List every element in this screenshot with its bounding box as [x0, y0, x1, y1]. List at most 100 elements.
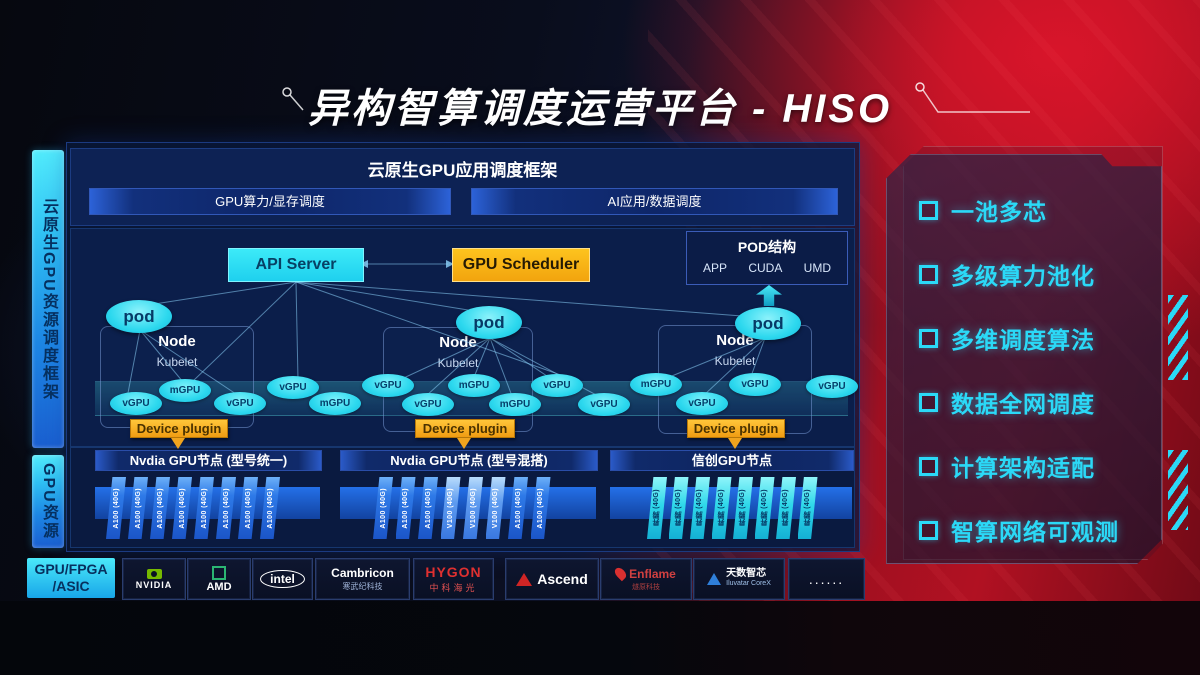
vendor-ascend: Ascend: [505, 558, 599, 600]
vgpu-ellipse: vGPU: [402, 393, 454, 416]
vendor-name: NVIDIA: [135, 579, 173, 590]
gpu-card: A100 (40G): [260, 477, 280, 539]
ascend-logo-icon: [516, 572, 533, 586]
mgpu-ellipse: mGPU: [309, 392, 361, 415]
api-server-box: API Server: [228, 248, 364, 282]
vendor-more: ......: [788, 558, 865, 600]
gpu-section-header-uniform: Nvdia GPU节点 (型号统一): [95, 450, 322, 471]
feature-label: 智算网络可观测: [951, 519, 1119, 545]
vgpu-ellipse: vGPU: [729, 373, 781, 396]
device-plugin-1: Device plugin: [130, 419, 228, 438]
pod-layer-app: APP: [703, 261, 728, 275]
page-title: 异构智算调度运营平台 - HISO: [307, 87, 893, 131]
vendor-subname: Iluvatar CoreX: [726, 580, 771, 587]
checkbox-bullet-icon: [919, 392, 938, 412]
pod-ellipse-1: pod: [106, 300, 172, 333]
device-plugin-arrow-icon: [457, 438, 471, 449]
vendor-hygon: HYGON 中科海光: [413, 558, 494, 600]
gpu-fpga-label-line2: /ASIC: [52, 578, 90, 594]
feature-item: 一池多芯: [919, 195, 1161, 225]
bar-gpu-compute-scheduling: GPU算力/显存调度: [89, 188, 451, 215]
vendor-iluvatar: 天数智芯 Iluvatar CoreX: [693, 558, 785, 600]
gpu-card: A100 (40G): [150, 477, 170, 539]
checkbox-bullet-icon: [919, 328, 938, 348]
hazard-stripes-icon: [1168, 295, 1188, 380]
feature-item: 计算架构适配: [919, 451, 1161, 481]
gpu-card: V100 (40G): [440, 477, 461, 539]
vgpu-ellipse: vGPU: [110, 392, 162, 415]
kubelet-label: Kubelet: [156, 355, 198, 369]
gpu-scheduler-box: GPU Scheduler: [452, 248, 590, 282]
gpu-card: 昇腾 (40G): [690, 477, 710, 539]
iluvatar-logo-icon: [707, 573, 722, 585]
checkbox-bullet-icon: [919, 520, 938, 540]
feature-item: 多维调度算法: [919, 323, 1161, 353]
rail-label: GPU资源: [40, 463, 57, 540]
enflame-logo-icon: [612, 565, 629, 582]
gpu-card: V100 (40G): [463, 477, 483, 539]
feature-panel: 一池多芯多级算力池化多维调度算法 数据全网调度 计算架构适配 智算网络可观测: [886, 154, 1162, 564]
gpu-card: A100 (40G): [172, 477, 192, 539]
gpu-card: 昇腾 (40G): [797, 477, 818, 539]
gpu-card: A100 (40G): [194, 477, 214, 539]
gpu-card: 昇腾 (40G): [776, 477, 796, 539]
device-plugin-arrow-icon: [171, 438, 185, 449]
intel-logo-icon: intel: [260, 570, 305, 588]
mgpu-ellipse: mGPU: [630, 373, 682, 396]
vendor-subname: 燧原科技: [632, 583, 660, 591]
device-plugin-2: Device plugin: [415, 419, 515, 438]
pod-layer-cuda: CUDA: [748, 261, 783, 275]
gpu-card: A100 (40G): [530, 477, 551, 539]
vgpu-ellipse: vGPU: [806, 375, 858, 398]
nvidia-logo-icon: [146, 568, 162, 579]
app-scheduler-frame: 云原生GPU应用调度框架 GPU算力/显存调度 AI应用/数据调度: [70, 148, 855, 226]
scheduler-frame-title: 云原生GPU应用调度框架: [367, 161, 558, 180]
vendor-cambricon: Cambricon 寒武纪科技: [315, 558, 410, 600]
vendor-name: 天数智芯: [726, 568, 767, 579]
checkbox-bullet-icon: [919, 200, 938, 220]
gpu-card: V100 (40G): [485, 477, 506, 539]
feature-label: 计算架构适配: [951, 455, 1095, 481]
node-label: Node: [158, 333, 196, 350]
gpu-card: 昇腾 (40G): [754, 477, 775, 539]
feature-label: 数据全网调度: [951, 391, 1095, 417]
feature-list: 一池多芯多级算力池化多维调度算法 数据全网调度 计算架构适配 智算网络可观测: [887, 195, 1161, 545]
vendor-subname: 中科海光: [429, 583, 478, 593]
feature-label: 多维调度算法: [951, 327, 1095, 353]
gpu-card: A100 (40G): [106, 477, 126, 539]
gpu-card: A100 (40G): [128, 477, 148, 539]
gpu-card: A100 (40G): [373, 477, 393, 539]
mgpu-ellipse: mGPU: [448, 374, 500, 397]
device-plugin-3: Device plugin: [687, 419, 785, 438]
footer-band: [0, 601, 1200, 675]
gpu-card: A100 (40G): [238, 477, 258, 539]
rail-label: 云原生GPU资源调度框架: [40, 197, 57, 401]
feature-item: 多级算力池化: [919, 259, 1161, 289]
bar-ai-data-scheduling: AI应用/数据调度: [471, 188, 838, 215]
vendor-enflame: Enflame 燧原科技: [600, 558, 692, 600]
gpu-card: 昇腾 (40G): [668, 477, 689, 539]
vendor-name: Cambricon: [331, 566, 394, 580]
feature-label: 一池多芯: [951, 199, 1047, 225]
kubelet-label: Kubelet: [437, 356, 479, 370]
node-label: Node: [439, 334, 477, 351]
pod-layer-umd: UMD: [803, 261, 831, 275]
vgpu-ellipse: vGPU: [214, 392, 266, 415]
vgpu-ellipse: vGPU: [531, 374, 583, 397]
gpu-card: 昇腾 (40G): [733, 477, 753, 539]
gpu-card: A100 (40G): [508, 477, 528, 539]
vendor-name: Ascend: [537, 571, 588, 587]
gpu-fpga-label-line1: GPU/FPGA: [34, 561, 108, 577]
more-vendors-dots: ......: [808, 571, 845, 587]
gpu-card: A100 (40G): [395, 477, 416, 539]
mgpu-ellipse: mGPU: [159, 379, 211, 402]
feature-item: 数据全网调度: [919, 387, 1161, 417]
gpu-card: 昇腾 (40G): [711, 477, 732, 539]
gpu-card: A100 (40G): [418, 477, 438, 539]
gpu-card: A100 (40G): [216, 477, 236, 539]
kubelet-label: Kubelet: [714, 354, 756, 368]
vendor-name: Enflame: [629, 566, 676, 581]
